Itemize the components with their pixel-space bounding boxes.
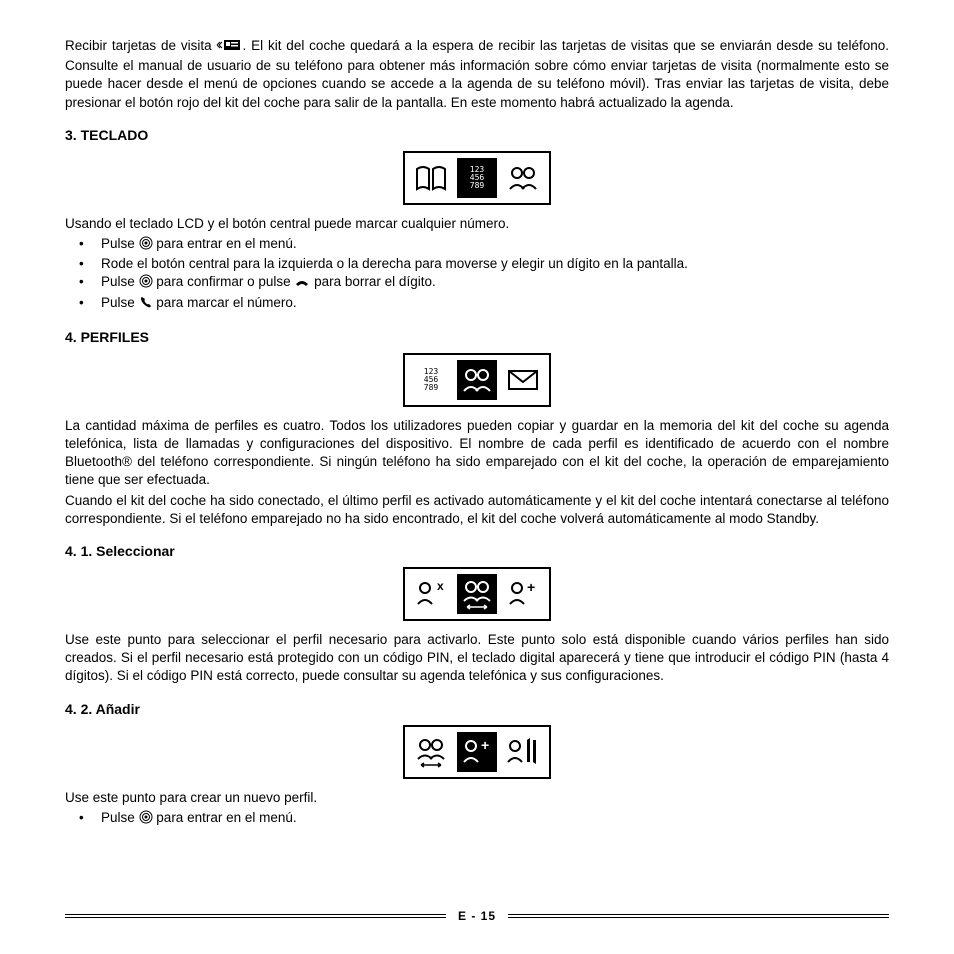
figure-teclado: 123456789 xyxy=(403,151,551,205)
page-number: E - 15 xyxy=(458,908,496,924)
profile-add-icon: + xyxy=(457,732,497,772)
hangup-icon xyxy=(294,275,310,293)
page-footer: E - 15 xyxy=(65,908,889,924)
s3-item-2: Rode el botón central para la izquierda … xyxy=(65,255,889,273)
footer-line-right xyxy=(508,914,889,918)
intro-paragraph: Recibir tarjetas de visita . El kit del … xyxy=(65,37,889,112)
heading-perfiles: 4. PERFILES xyxy=(65,328,889,347)
svg-text:+: + xyxy=(481,737,489,753)
s3-item-3: Pulse para confirmar o pulse para borrar… xyxy=(65,273,889,293)
profile-delete-icon: x xyxy=(411,574,451,614)
s3-item-4: Pulse para marcar el número. xyxy=(65,294,889,314)
s42-item-1: Pulse para entrar en el menú. xyxy=(65,809,889,829)
heading-seleccionar: 4. 1. Seleccionar xyxy=(65,542,889,561)
profile-select-icon xyxy=(457,574,497,614)
footer-line-left xyxy=(65,914,446,918)
center-button-icon xyxy=(139,274,153,293)
svg-text:x: x xyxy=(437,579,444,593)
figure-perfiles: 123456789 xyxy=(403,353,551,407)
call-icon xyxy=(139,295,153,314)
center-button-icon xyxy=(139,236,153,255)
s4-p1: La cantidad máxima de perfiles es cuatro… xyxy=(65,417,889,490)
vcard-send-icon xyxy=(216,38,242,57)
envelope-icon xyxy=(503,360,543,400)
profile-select-icon xyxy=(411,732,451,772)
s41-p1: Use este punto para seleccionar el perfi… xyxy=(65,631,889,686)
s42-list: Pulse para entrar en el menú. xyxy=(65,809,889,829)
numpad-icon: 123456789 xyxy=(457,158,497,198)
profiles-icon xyxy=(457,360,497,400)
center-button-icon xyxy=(139,810,153,829)
heading-teclado: 3. TECLADO xyxy=(65,126,889,145)
book-icon xyxy=(411,158,451,198)
s3-intro: Usando el teclado LCD y el botón central… xyxy=(65,215,889,233)
s3-item-1: Pulse para entrar en el menú. xyxy=(65,235,889,255)
intro-lead: Recibir tarjetas de visita xyxy=(65,38,216,53)
svg-text:+: + xyxy=(527,579,535,595)
s42-p1: Use este punto para crear un nuevo perfi… xyxy=(65,789,889,807)
s3-list: Pulse para entrar en el menú. Rode el bo… xyxy=(65,235,889,314)
s4-p2: Cuando el kit del coche ha sido conectad… xyxy=(65,492,889,528)
profile-add-icon: + xyxy=(503,574,543,614)
profile-settings-icon xyxy=(503,732,543,772)
figure-anadir: + xyxy=(403,725,551,779)
figure-seleccionar: x + xyxy=(403,567,551,621)
numpad-icon: 123456789 xyxy=(411,360,451,400)
profiles-icon xyxy=(503,158,543,198)
heading-anadir: 4. 2. Añadir xyxy=(65,700,889,719)
